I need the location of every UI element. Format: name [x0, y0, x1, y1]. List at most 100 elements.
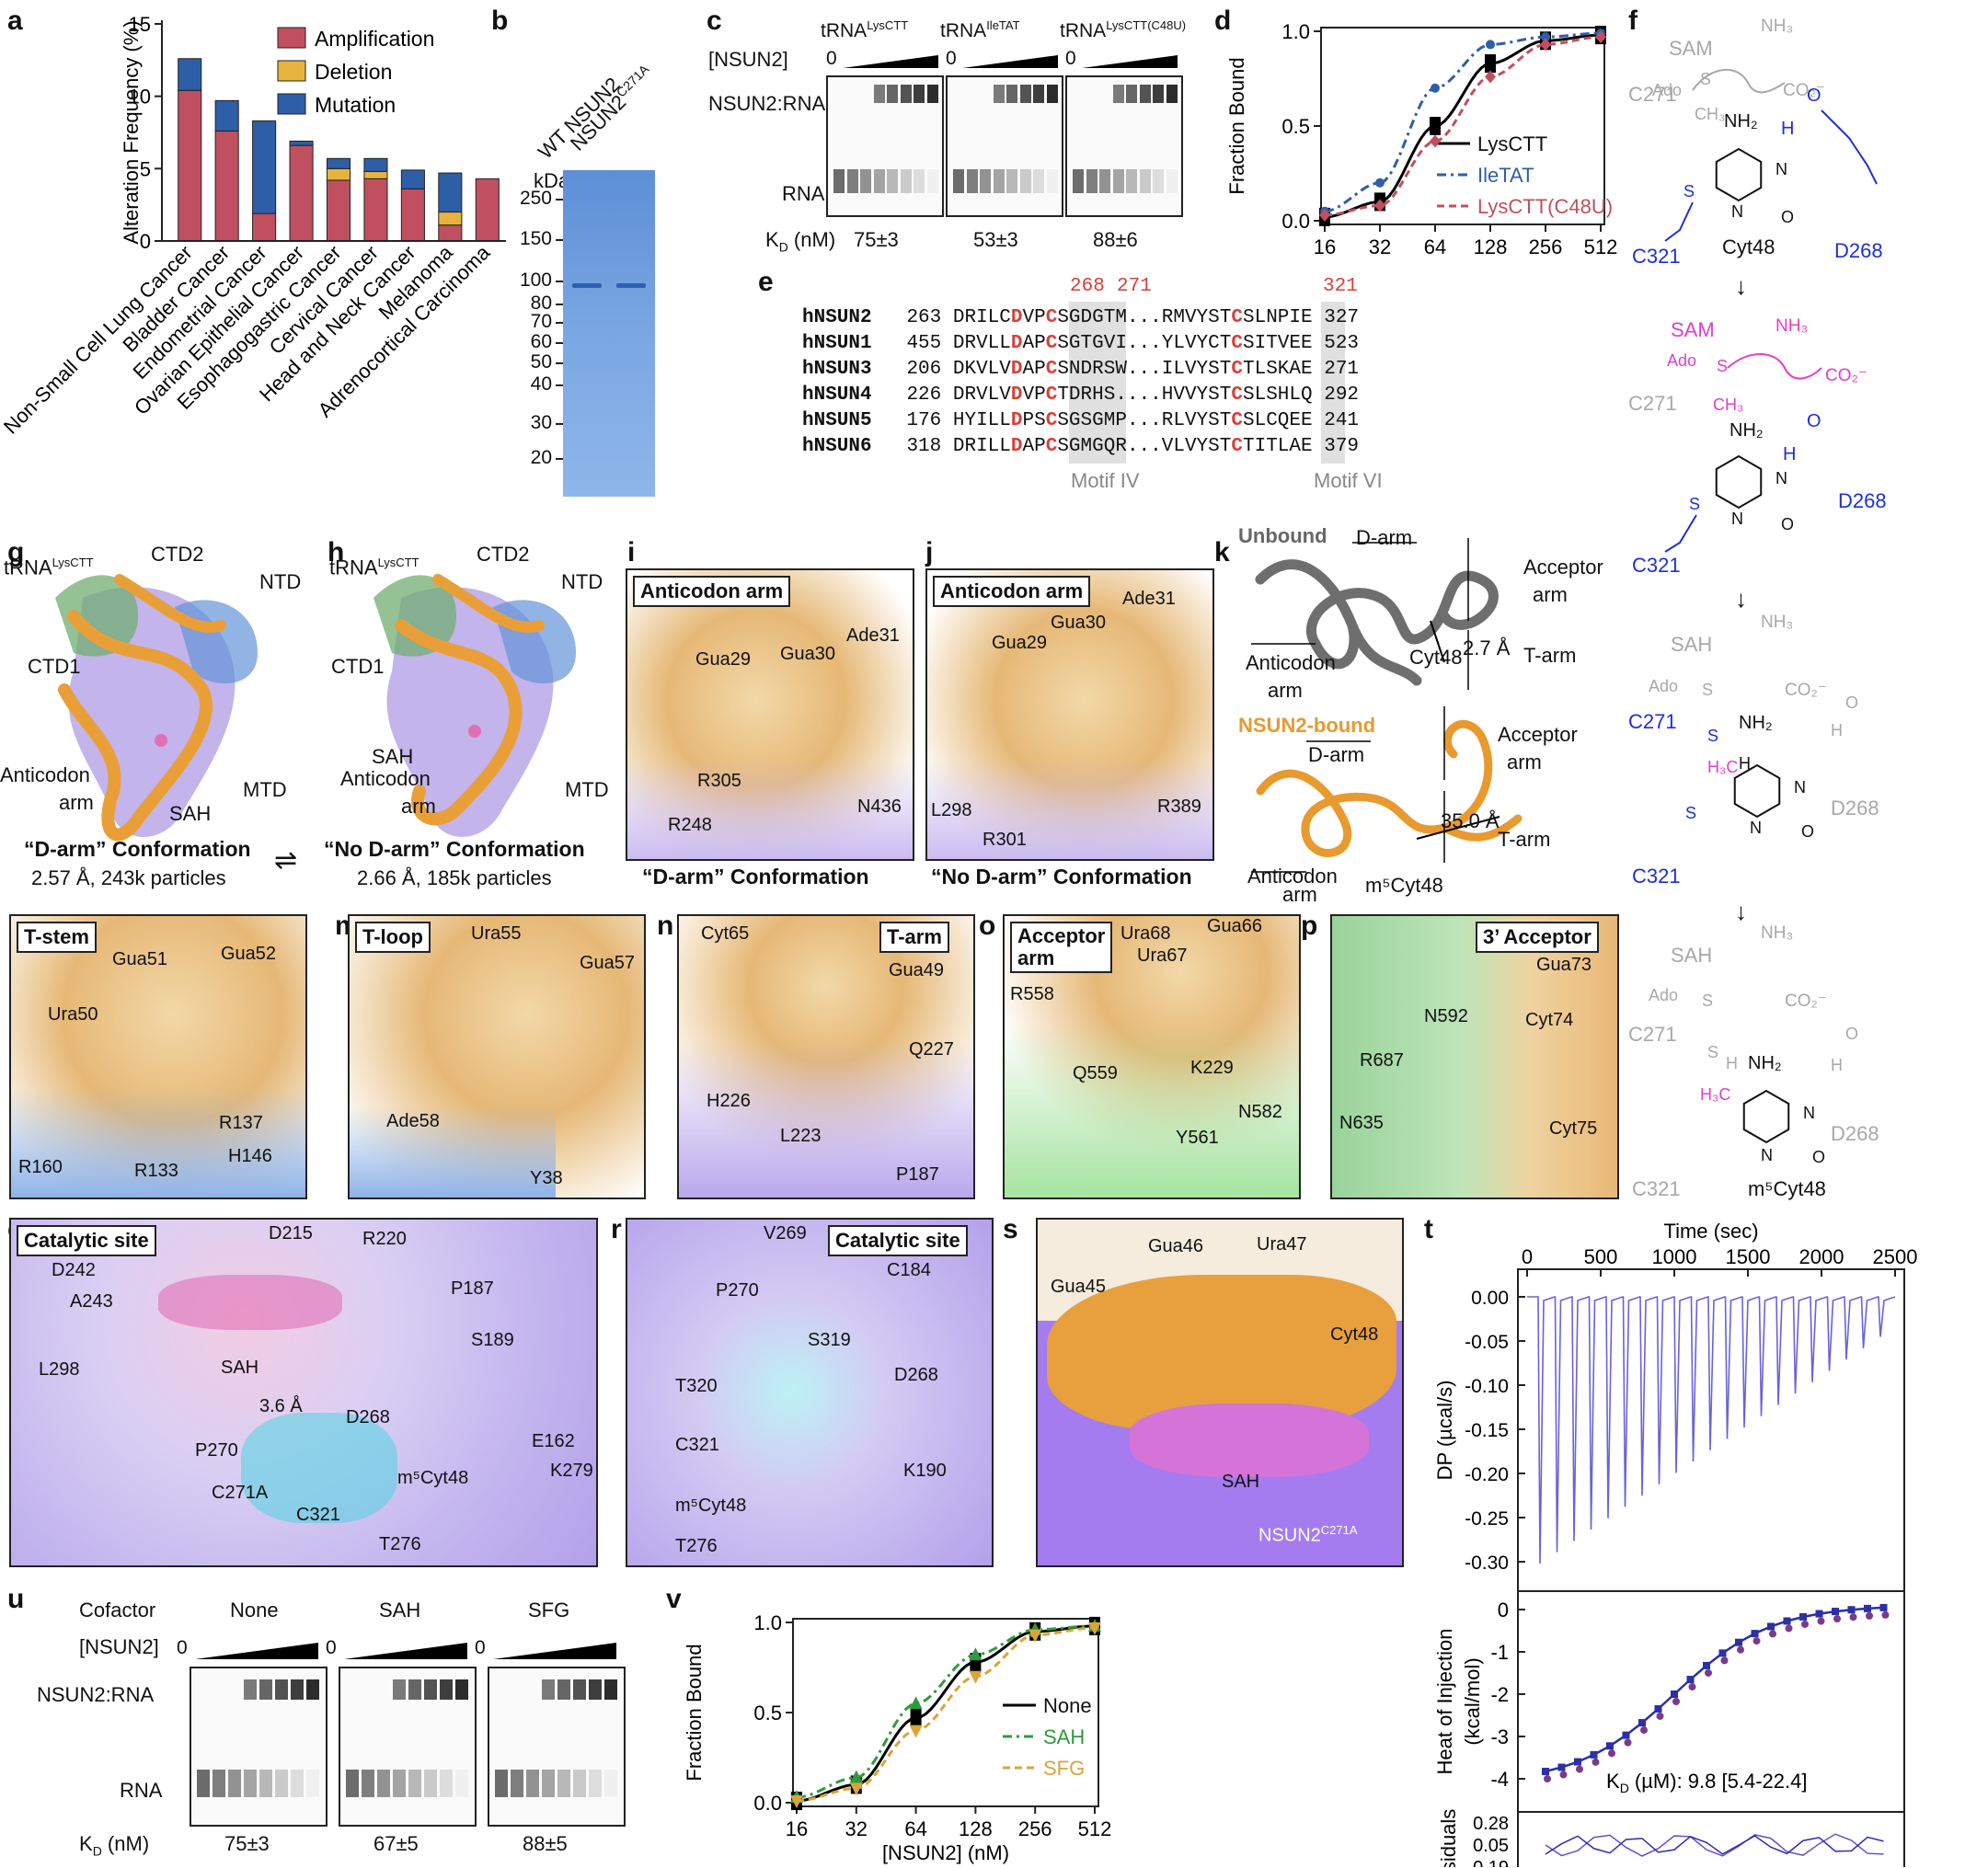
cytosine-ring	[1715, 454, 1763, 510]
x-tick-label: 16	[1314, 235, 1336, 258]
itc-point	[1686, 1676, 1695, 1684]
free-rna-band	[393, 1770, 406, 1797]
p-cyt74: Cyt74	[1525, 1010, 1574, 1030]
complex-band	[393, 1679, 406, 1700]
itc-point	[1767, 1622, 1775, 1631]
n-gua49: Gua49	[889, 960, 945, 980]
y-tick-label: 0	[140, 230, 151, 253]
bar-segment	[400, 169, 425, 189]
i-ade31: Ade31	[846, 625, 900, 646]
p-tag: 3’ Acceptor	[1476, 922, 1599, 953]
itc-point	[1751, 1630, 1759, 1638]
k-m5cyt48: m⁵Cyt48	[1365, 874, 1443, 897]
q-m5cyt48: m⁵Cyt48	[397, 1468, 469, 1488]
mech-label: O	[1807, 411, 1821, 431]
bar-segment	[363, 157, 388, 172]
g-anticodon-label: Anticodon	[0, 763, 90, 786]
panel-label-g: g	[7, 537, 25, 567]
res-tick-label: 0.05	[1473, 1836, 1509, 1856]
time-tick-label: 1500	[1726, 1245, 1771, 1268]
band-mutant	[616, 283, 646, 288]
q-tag: Catalytic site	[17, 1225, 156, 1256]
q-p270: P270	[195, 1440, 238, 1461]
legend-label: Amplification	[315, 27, 434, 51]
free-rna-band	[291, 1770, 304, 1797]
mech-label: O	[1781, 515, 1794, 533]
gel-box	[1065, 75, 1183, 217]
free-rna-band	[1019, 169, 1031, 193]
mech-label: D268	[1831, 796, 1879, 819]
itc-point-replicate	[1752, 1637, 1761, 1645]
legend-label: LysCTT(C48U)	[1477, 195, 1613, 218]
free-rna-band	[228, 1770, 241, 1797]
itc-point	[1783, 1617, 1791, 1625]
mech-label: Ado	[1652, 81, 1682, 99]
mech-label: C271	[1628, 83, 1677, 106]
alignment-row: hNSUN4 226 DRVLVDVPCTDRHS....HVVYSTCSLSH…	[802, 384, 1360, 406]
free-rna-band	[833, 169, 845, 193]
bar-segment	[252, 212, 277, 242]
free-rna-band	[846, 169, 858, 193]
motif6-shade	[1321, 302, 1345, 464]
free-rna-band	[306, 1770, 319, 1797]
alignment-row: hNSUN2 263 DRILCDVPCSGDGTM...RMVYSTCSLNP…	[802, 307, 1360, 328]
complex-band	[993, 85, 1005, 103]
kd-label: KD (nM)	[765, 228, 836, 255]
h-ctd1-label: CTD1	[331, 655, 385, 678]
itc-point	[1542, 1768, 1549, 1776]
time-tick-label: 1000	[1652, 1245, 1697, 1268]
y-tick-label: 0.5	[1281, 115, 1310, 138]
cofactor-name: SFG	[528, 1599, 570, 1622]
gel-zero: 0	[326, 1637, 337, 1658]
free-rna-band	[455, 1770, 468, 1797]
l-h146: H146	[228, 1146, 272, 1166]
mech-label: Ado	[1667, 351, 1696, 370]
gel-box	[488, 1667, 626, 1827]
free-rna-band	[873, 169, 885, 193]
mech-label: C321	[1632, 865, 1681, 888]
free-rna-band	[887, 169, 898, 193]
fit-curve	[796, 1624, 1096, 1803]
dp-tick-label: -0.30	[1465, 1553, 1509, 1574]
motif6-label: Motif VI	[1314, 469, 1383, 492]
free-rna-band	[953, 169, 964, 193]
kd-value: 88±5	[523, 1832, 568, 1855]
x-tick-label: 512	[1584, 235, 1618, 258]
j-l298: L298	[931, 800, 972, 820]
kda-tick	[556, 362, 563, 364]
sam-bond	[1692, 69, 1786, 94]
n-tag: T-arm	[879, 922, 949, 953]
heat-tick-label: -4	[1490, 1768, 1509, 1791]
q-c271a: C271A	[212, 1483, 269, 1503]
complex-band	[408, 1679, 421, 1700]
panel-label-k: k	[1214, 537, 1230, 567]
complex-band	[1019, 85, 1031, 103]
mech-label: H	[1831, 721, 1843, 739]
itc-point	[1799, 1612, 1807, 1621]
gradient-wedge	[344, 1643, 467, 1659]
r-k190: K190	[903, 1461, 947, 1481]
s-cyt48: Cyt48	[1330, 1324, 1379, 1345]
data-point	[909, 1696, 923, 1710]
q-d268: D268	[346, 1407, 390, 1427]
legend-label: LysCTT	[1477, 132, 1547, 155]
j-ade31: Ade31	[1122, 589, 1176, 609]
free-rna-band	[511, 1770, 523, 1797]
gel-box	[826, 75, 944, 217]
u-rna: RNA	[120, 1779, 163, 1802]
emsa-panel-u: Cofactor [NSUN2] NSUN2:RNA RNA KD (nM) N…	[37, 1586, 662, 1862]
surface-panel-s: Gua46 Ura47 Gua45 Cyt48 SAH NSUN2C271A	[1036, 1218, 1404, 1567]
density-panel-n: T-arm Cyt65 Gua49 Q227 H226 L223 P187	[677, 914, 975, 1199]
mech-label: N	[1775, 469, 1787, 487]
legend-swatch	[277, 27, 306, 49]
kda-tick	[556, 322, 563, 324]
mech-label: NH₂	[1729, 420, 1764, 441]
itc-point	[1847, 1606, 1856, 1614]
legend-swatch	[277, 93, 306, 115]
k-dist2: 35.0 Å	[1441, 809, 1500, 832]
l-r133: R133	[134, 1161, 178, 1181]
k-anticodon2: Anticodon	[1247, 865, 1338, 888]
itc-point	[1815, 1610, 1823, 1618]
itc-point	[1590, 1750, 1598, 1759]
bar-segment	[326, 179, 351, 242]
